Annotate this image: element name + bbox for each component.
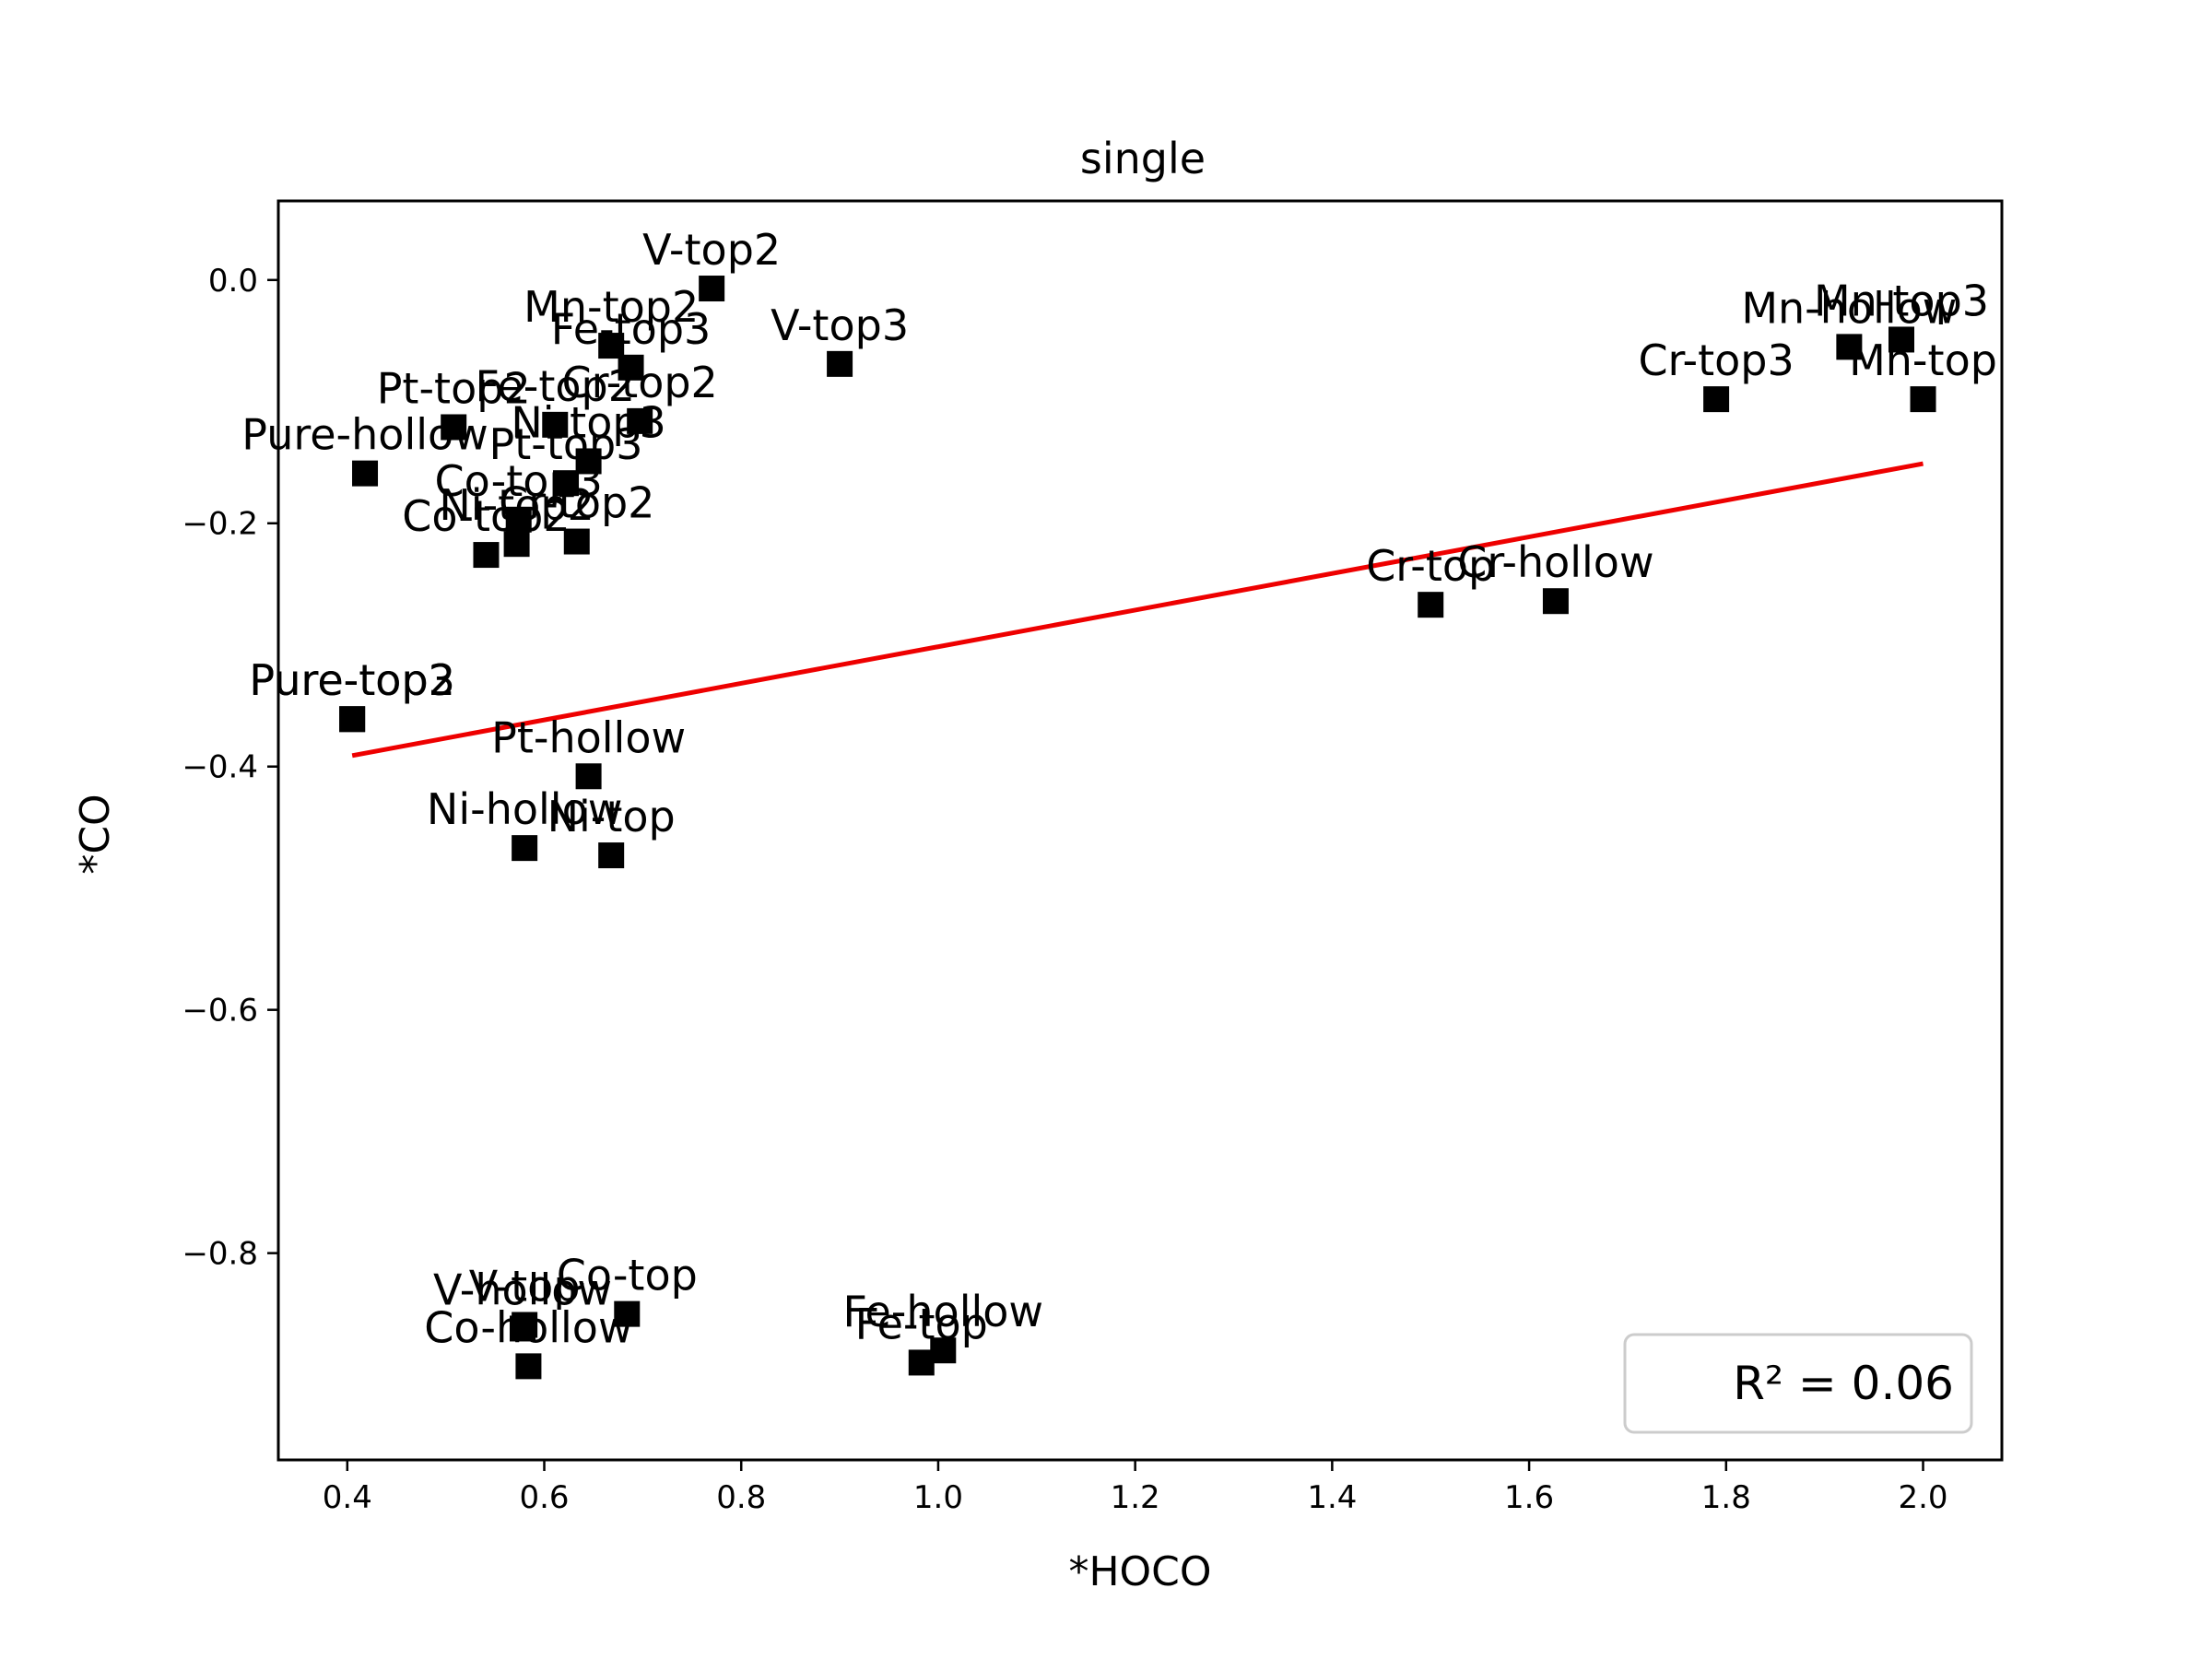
data-point xyxy=(563,528,590,555)
x-tick-label: 1.8 xyxy=(1701,1479,1751,1516)
y-tick-label: −0.8 xyxy=(182,1236,258,1273)
point-label: Ni-top3 xyxy=(511,397,665,447)
data-point xyxy=(339,706,366,733)
data-point xyxy=(575,763,602,790)
y-axis-title: *CO xyxy=(72,794,119,874)
point-label: Fe-top2 xyxy=(476,361,636,411)
legend-r2-text: R² = 0.06 xyxy=(1733,1357,1954,1410)
data-point xyxy=(618,354,644,381)
x-tick-label: 2.0 xyxy=(1898,1479,1947,1516)
data-point xyxy=(1418,592,1444,618)
chart-title: single xyxy=(1080,134,1206,183)
point-label: Cr-top2 xyxy=(499,478,654,528)
point-label: Ni-top xyxy=(547,792,676,841)
point-label: Fe-top3 xyxy=(551,304,712,354)
data-point xyxy=(1910,386,1936,413)
plot-frame xyxy=(276,199,2004,1462)
data-point xyxy=(627,407,653,434)
point-label: Pt-top2 xyxy=(377,363,531,413)
data-point xyxy=(598,842,625,869)
data-point xyxy=(614,1300,641,1327)
point-label: Co-top xyxy=(557,1251,698,1300)
point-label: Pure-hollow xyxy=(241,410,488,460)
point-label: Co-top2 xyxy=(402,491,570,541)
x-tick-label: 0.6 xyxy=(519,1479,569,1516)
x-tick-label: 1.4 xyxy=(1307,1479,1357,1516)
data-point xyxy=(553,470,580,497)
data-point xyxy=(699,276,725,302)
legend: R² = 0.06 xyxy=(1623,1333,1973,1434)
point-label: Pure-top2 xyxy=(249,655,455,705)
point-label: Ni-hollow xyxy=(427,784,622,834)
data-point xyxy=(352,460,379,487)
y-axis-ticks: 0.0 −0.2 −0.4 −0.6 −0.8 xyxy=(182,263,278,1273)
data-point xyxy=(930,1337,957,1364)
point-label: Fe-top xyxy=(855,1299,988,1348)
point-label: Cr-top2 xyxy=(561,358,717,407)
point-label: Cr-hollow xyxy=(1457,537,1653,587)
data-point xyxy=(441,414,467,441)
legend-box xyxy=(1623,1333,1973,1434)
data-point xyxy=(1888,326,1915,353)
data-point xyxy=(827,350,853,377)
point-label: Pure-top3 xyxy=(249,655,455,705)
data-point xyxy=(598,333,625,359)
point-label: Mn-hollow xyxy=(1741,283,1957,333)
point-label: Mn-top3 xyxy=(1814,276,1989,325)
point-label: Pt-hollow xyxy=(491,712,686,762)
point-label: V-top xyxy=(469,1262,581,1312)
x-axis-title: *HOCO xyxy=(1068,1548,1211,1595)
y-tick-label: −0.4 xyxy=(182,749,258,786)
data-point xyxy=(908,1349,935,1376)
point-label: Cr-top xyxy=(1366,541,1495,591)
y-tick-label: −0.2 xyxy=(182,506,258,543)
data-point xyxy=(1836,334,1863,360)
data-point xyxy=(473,542,500,569)
point-label: Mn-top2 xyxy=(524,282,699,332)
point-label: Ni-top2 xyxy=(439,480,594,530)
point-label: Mn-top xyxy=(1849,335,1997,385)
x-tick-label: 0.8 xyxy=(716,1479,766,1516)
point-label: Fe-hollow xyxy=(843,1287,1043,1336)
data-point xyxy=(510,1315,536,1342)
data-point xyxy=(1542,588,1569,615)
point-label: Co-hollow xyxy=(424,1302,632,1352)
data-point xyxy=(515,1353,542,1380)
point-label: Cr-top3 xyxy=(1638,335,1794,385)
fit-line-layer xyxy=(351,461,1924,759)
points-layer xyxy=(339,276,1936,1380)
data-point xyxy=(512,835,538,862)
point-label: V-hollow xyxy=(433,1265,612,1314)
point-label: Co-top3 xyxy=(435,456,603,506)
data-point xyxy=(542,411,569,438)
y-tick-label: 0.0 xyxy=(208,263,258,300)
point-label: V-top2 xyxy=(642,225,781,275)
x-tick-label: 1.6 xyxy=(1504,1479,1554,1516)
point-label: Pt-top3 xyxy=(489,419,643,469)
data-point xyxy=(505,506,532,533)
data-point xyxy=(575,448,602,475)
data-point xyxy=(503,531,530,558)
x-tick-label: 0.4 xyxy=(323,1479,372,1516)
x-axis-ticks: 0.4 0.6 0.8 1.0 1.2 1.4 1.6 1.8 2.0 xyxy=(323,1460,1948,1516)
y-tick-label: −0.6 xyxy=(182,993,258,1030)
point-label: V-top3 xyxy=(771,300,909,350)
x-tick-label: 1.0 xyxy=(913,1479,963,1516)
data-point xyxy=(1703,386,1730,413)
fit-line xyxy=(351,461,1924,759)
x-tick-label: 1.2 xyxy=(1111,1479,1160,1516)
